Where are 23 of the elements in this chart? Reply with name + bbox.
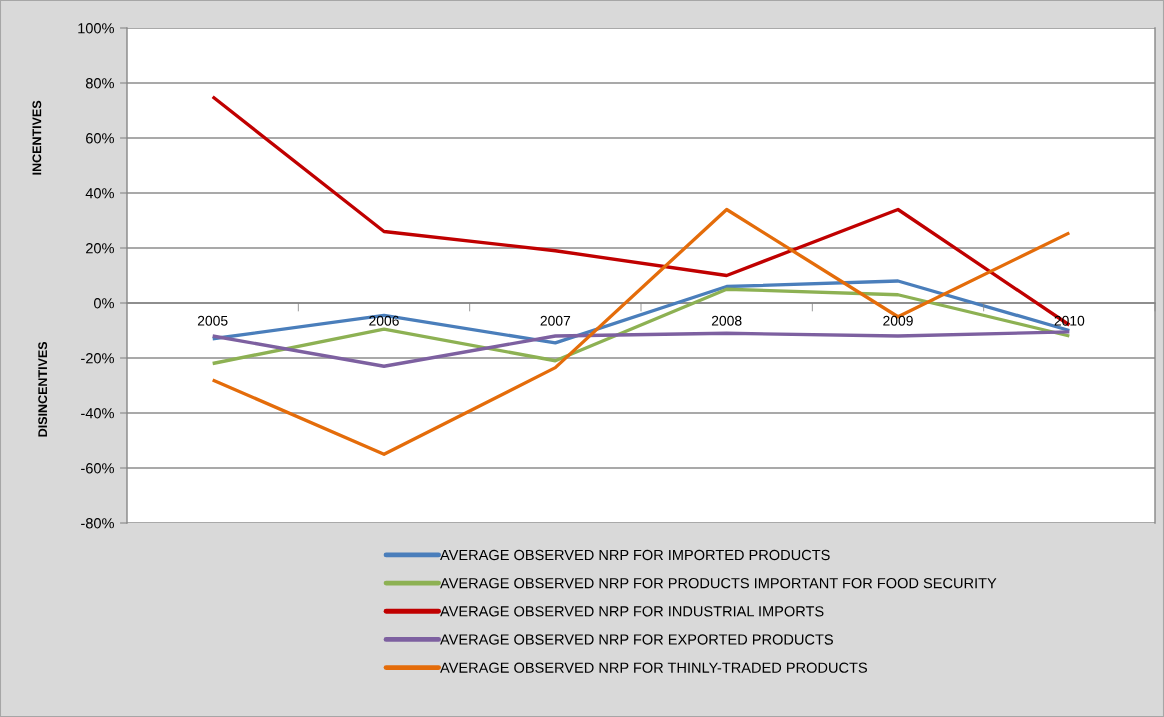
legend-label: AVERAGE OBSERVED NRP FOR PRODUCTS IMPORTANT FOR FOOD SECURITY [440, 578, 997, 589]
y-tick-label: -80% [81, 518, 114, 529]
y-tick-label: -40% [81, 408, 114, 419]
legend-label: AVERAGE OBSERVED NRP FOR EXPORTED PRODUCTS [440, 634, 833, 645]
line-series [211, 330, 1071, 368]
x-tick-label: 2008 [711, 315, 742, 326]
x-tick-label: 2006 [369, 315, 399, 326]
y-tick-label: 0% [93, 298, 114, 309]
x-tick-label: 2007 [540, 315, 571, 326]
y-tick-label: 40% [85, 188, 114, 199]
y-tick-label: 60% [86, 133, 114, 144]
y-axis-title: INCENTIVES [32, 100, 42, 175]
y-tick-label: 80% [85, 78, 114, 89]
y-tick-label: -60% [81, 463, 114, 474]
x-tick-label: 2009 [883, 315, 913, 326]
y-tick-label: -20% [81, 353, 114, 364]
y-tick-label: 100% [78, 23, 114, 34]
legend-label: AVERAGE OBSERVED NRP FOR THINLY-TRADED PRODUCTS [440, 662, 868, 673]
x-tick-label: 2005 [197, 315, 228, 326]
text: DISINCENTIVES [38, 341, 48, 437]
y-tick-label: 20% [86, 243, 114, 254]
legend-label: AVERAGE OBSERVED NRP FOR IMPORTED PRODUCTS [440, 549, 830, 561]
legend-label: AVERAGE OBSERVED NRP FOR INDUSTRIAL IMPORTS [440, 606, 824, 617]
